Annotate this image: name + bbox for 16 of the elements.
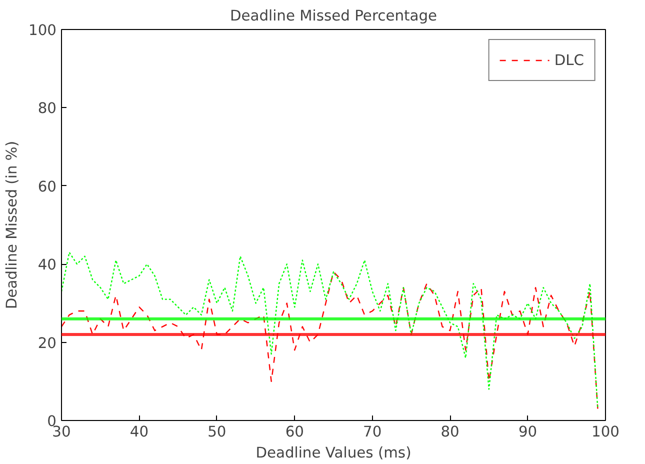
x-tick-label: 70 xyxy=(363,424,382,440)
x-axis-title: Deadline Values (ms) xyxy=(256,444,412,462)
y-tick-label: 40 xyxy=(38,256,57,274)
legend-label: DLC xyxy=(554,52,584,68)
x-tick-label: 40 xyxy=(130,424,149,440)
y-tick-label: 60 xyxy=(38,178,57,196)
x-tick-label: 50 xyxy=(208,424,226,440)
y-tick-label: 100 xyxy=(28,22,57,39)
y-tick-label: 20 xyxy=(38,334,57,352)
x-tick-label: 60 xyxy=(285,424,304,440)
y-axis-title: Deadline Missed (in %) xyxy=(4,140,21,310)
x-tick-label: 90 xyxy=(518,424,538,440)
y-tick-label: 80 xyxy=(38,100,57,118)
x-tick-label: 80 xyxy=(440,424,460,440)
x-tick-label: 100 xyxy=(592,424,620,440)
chart-title: Deadline Missed Percentage xyxy=(230,8,438,24)
